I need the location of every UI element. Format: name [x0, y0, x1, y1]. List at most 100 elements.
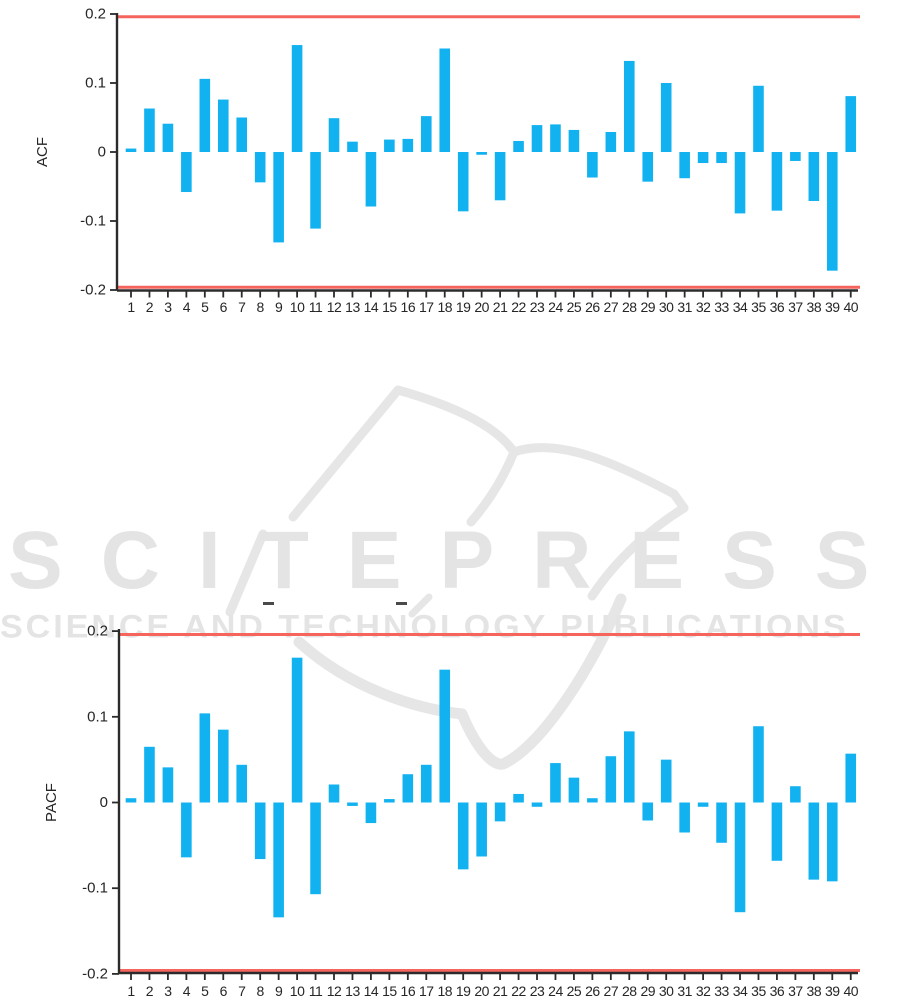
pacf-bar-lag-18 — [439, 669, 451, 803]
pacf-x-tick-label-25: 25 — [567, 983, 582, 999]
acf-x-tick-label-12: 12 — [327, 299, 342, 315]
acf-bar-lag-33 — [716, 152, 727, 164]
acf-x-tick-label-38: 38 — [807, 299, 822, 315]
pacf-bar-lag-38 — [808, 802, 820, 880]
acf-bar-lag-35 — [753, 85, 764, 152]
acf-bars — [125, 45, 857, 271]
acf-bar-lag-37 — [790, 152, 801, 161]
pacf-bar-lag-39 — [826, 802, 838, 882]
pacf-x-tick-label-5: 5 — [201, 983, 209, 999]
acf-x-tick-label-3: 3 — [164, 299, 172, 315]
pacf-bar-lag-35 — [753, 726, 764, 803]
pacf-x-tick-label-17: 17 — [419, 983, 434, 999]
acf-bar-lag-31 — [679, 152, 690, 179]
watermark-title-text: SCITEPRESS — [8, 515, 901, 606]
pacf-bar-lag-36 — [771, 802, 783, 861]
pacf-x-tick-label-2: 2 — [146, 983, 154, 999]
acf-bar-lag-38 — [808, 152, 820, 201]
pacf-x-tick-label-6: 6 — [220, 983, 228, 999]
acf-bar-lag-21 — [494, 152, 506, 201]
acf-x-tick-label-20: 20 — [474, 299, 489, 315]
acf-x-tick-label-9: 9 — [275, 299, 283, 315]
acf-x-tick-label-39: 39 — [825, 299, 840, 315]
acf-bar-lag-1 — [125, 148, 137, 152]
pacf-bar-lag-31 — [679, 802, 690, 833]
acf-bar-lag-17 — [420, 116, 432, 152]
acf-x-tick-label-33: 33 — [714, 299, 729, 315]
acf-x-tick-label-15: 15 — [382, 299, 397, 315]
pacf-x-tick-label-16: 16 — [401, 983, 416, 999]
pacf-bar-lag-33 — [716, 802, 727, 843]
acf-y-tick-label: 0.1 — [85, 75, 106, 92]
acf-bar-lag-14 — [365, 152, 377, 207]
acf-bar-lag-39 — [826, 152, 838, 271]
pacf-bar-lag-24 — [550, 763, 561, 803]
pacf-x-tick-label-29: 29 — [640, 983, 655, 999]
pacf-bar-lag-32 — [697, 802, 709, 807]
pacf-bar-lag-25 — [568, 777, 580, 803]
acf-x-tick-label-30: 30 — [659, 299, 674, 315]
acf-x-axis-ticks: 1 2 3 4 5 6 7 8 9 10 11 12 13 14 15 16 17 18 19 20 21 22 23 24 2… — [127, 291, 859, 315]
pacf-x-tick-label-8: 8 — [257, 983, 265, 999]
acf-x-tick-label-14: 14 — [364, 299, 379, 315]
acf-bar-lag-18 — [439, 48, 451, 152]
acf-bar-lag-24 — [550, 124, 561, 152]
acf-bar-lag-8 — [254, 152, 266, 183]
pacf-bar-lag-13 — [347, 802, 358, 806]
acf-bar-lag-27 — [605, 131, 617, 152]
pacf-x-tick-label-24: 24 — [548, 983, 563, 999]
pacf-x-tick-label-23: 23 — [530, 983, 545, 999]
pacf-bar-lag-29 — [642, 802, 654, 821]
pacf-bar-lag-1 — [125, 798, 137, 803]
pacf-bar-lag-40 — [845, 753, 857, 803]
pacf-x-tick-label-21: 21 — [493, 983, 508, 999]
pacf-bar-lag-4 — [181, 802, 192, 858]
pacf-x-tick-label-40: 40 — [843, 983, 858, 999]
pacf-x-tick-label-1: 1 — [127, 983, 135, 999]
acf-x-tick-label-2: 2 — [146, 299, 154, 315]
pacf-x-tick-label-3: 3 — [164, 983, 172, 999]
acf-x-tick-label-40: 40 — [843, 299, 858, 315]
acf-x-tick-label-32: 32 — [696, 299, 711, 315]
acf-bar-lag-29 — [642, 152, 654, 182]
pacf-bar-lag-9 — [273, 802, 284, 918]
pacf-bar-lag-34 — [734, 802, 746, 913]
pacf-bar-lag-27 — [605, 756, 617, 803]
pacf-bar-lag-17 — [420, 764, 432, 803]
acf-bar-lag-36 — [771, 152, 783, 211]
acf-bar-lag-2 — [144, 108, 155, 152]
acf-x-tick-label-4: 4 — [183, 299, 191, 315]
pacf-x-tick-label-18: 18 — [437, 983, 452, 999]
pacf-x-tick-label-7: 7 — [238, 983, 246, 999]
acf-x-tick-label-34: 34 — [733, 299, 748, 315]
acf-x-tick-label-11: 11 — [309, 299, 323, 315]
stray-mark — [396, 602, 407, 605]
acf-bar-lag-26 — [587, 152, 598, 178]
pacf-bar-lag-19 — [457, 802, 469, 870]
acf-x-tick-label-25: 25 — [567, 299, 582, 315]
pacf-bar-lag-2 — [144, 746, 155, 803]
acf-x-tick-label-27: 27 — [604, 299, 619, 315]
acf-y-tick-label: -0.2 — [80, 282, 106, 299]
acf-x-tick-label-8: 8 — [257, 299, 265, 315]
acf-bar-lag-20 — [476, 152, 487, 155]
acf-bar-lag-12 — [328, 118, 340, 152]
pacf-x-tick-label-19: 19 — [456, 983, 471, 999]
pacf-axis-title: PACF — [43, 783, 60, 822]
acf-bar-lag-34 — [734, 152, 746, 214]
pacf-x-axis-ticks: 1 2 3 4 5 6 7 8 9 10 11 12 13 14 15 16 17 18 19 20 21 22 23 24 2… — [127, 974, 859, 999]
acf-bar-lag-9 — [273, 152, 284, 243]
acf-bar-lag-3 — [162, 123, 174, 152]
pacf-bar-lag-6 — [217, 729, 229, 803]
pacf-x-tick-label-33: 33 — [714, 983, 729, 999]
pacf-y-tick-label: -0.1 — [82, 880, 108, 897]
acf-x-tick-label-24: 24 — [548, 299, 563, 315]
acf-x-tick-label-22: 22 — [511, 299, 526, 315]
pacf-bar-lag-15 — [384, 799, 395, 803]
pacf-x-tick-label-9: 9 — [275, 983, 283, 999]
acf-bar-lag-16 — [402, 138, 414, 152]
pacf-bar-lag-30 — [660, 759, 672, 803]
acf-bar-lag-19 — [457, 152, 469, 212]
pacf-bar-lag-7 — [236, 764, 248, 803]
pacf-bar-lag-21 — [494, 802, 506, 822]
